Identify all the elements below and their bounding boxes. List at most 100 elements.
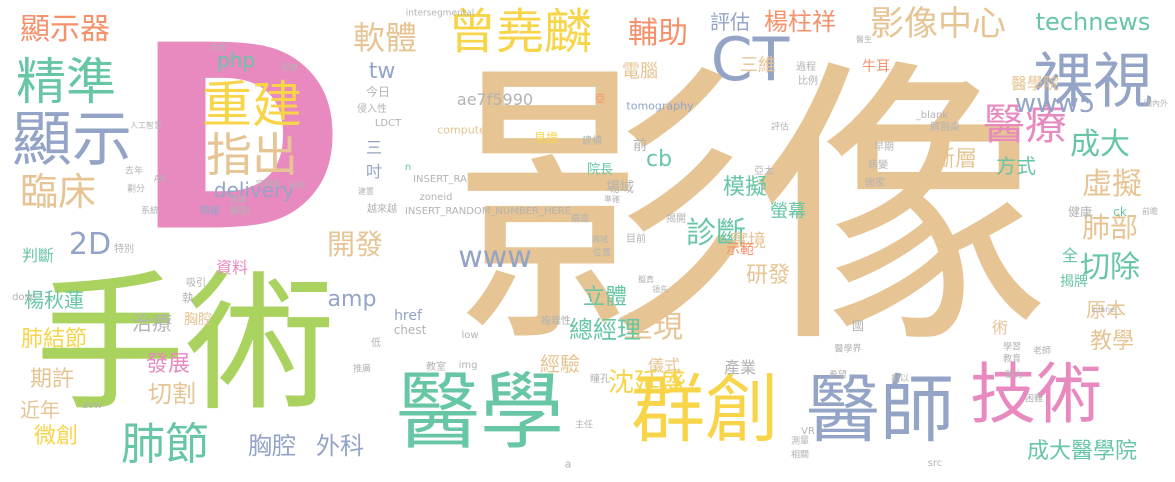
word: 裸視 bbox=[1033, 47, 1153, 117]
word: 擬真 bbox=[638, 275, 654, 284]
word: CT bbox=[710, 25, 790, 95]
word: 螢幕 bbox=[770, 201, 806, 222]
word: 研究 bbox=[290, 181, 306, 190]
word: ae7f5990 bbox=[456, 90, 534, 109]
word: 前 bbox=[633, 138, 647, 154]
word: 資料 bbox=[215, 258, 249, 277]
word: 楊秋蓮 bbox=[24, 288, 84, 312]
word: 劃分 bbox=[126, 184, 146, 195]
word: n bbox=[404, 162, 412, 173]
word: 亞太 bbox=[754, 166, 774, 177]
word: 影像中心 bbox=[870, 4, 1006, 44]
word: 經驗 bbox=[540, 352, 580, 376]
word: 建構 bbox=[582, 136, 602, 147]
word: VR bbox=[801, 426, 815, 437]
word: 跨域 bbox=[592, 235, 608, 244]
word: 醫師 bbox=[806, 367, 954, 453]
word: 方式 bbox=[996, 154, 1036, 178]
word: 肺部 bbox=[1081, 211, 1139, 244]
word: 相關 bbox=[790, 450, 810, 461]
word: 越來越 bbox=[367, 204, 397, 215]
word: 精準 bbox=[16, 53, 116, 111]
word: 準確 bbox=[604, 195, 620, 204]
word: 今日 bbox=[365, 85, 391, 99]
word: zoneid bbox=[419, 192, 453, 203]
word: 醫生 bbox=[856, 35, 872, 44]
word: 肺結節 bbox=[20, 327, 88, 352]
word: 低 bbox=[371, 338, 381, 349]
word: 微創 bbox=[33, 424, 79, 449]
word: 斷層 bbox=[932, 147, 978, 172]
word: 國 bbox=[851, 319, 865, 333]
word: 顯示 bbox=[12, 105, 132, 175]
word: 開發 bbox=[326, 228, 384, 261]
word: 教學 bbox=[1089, 329, 1135, 354]
word: 執 bbox=[181, 291, 195, 305]
word: 全 bbox=[1061, 246, 1079, 265]
word: cb bbox=[645, 147, 673, 172]
word: 國內外 bbox=[1144, 99, 1168, 108]
word: 空間感 bbox=[256, 179, 280, 188]
word: 建置 bbox=[358, 187, 374, 196]
word: 成大醫學院 bbox=[1026, 439, 1138, 464]
word: 過程 bbox=[796, 62, 816, 73]
word: 三 bbox=[365, 138, 383, 157]
word: 立體 bbox=[582, 285, 628, 310]
word: 軟體 bbox=[352, 19, 418, 57]
word: 輔助 bbox=[628, 16, 688, 51]
word: src bbox=[927, 458, 943, 469]
word: 沈延盛 bbox=[607, 368, 687, 398]
word: 吸引 bbox=[186, 278, 206, 289]
word: 外科 bbox=[316, 432, 364, 460]
word: 構造 bbox=[570, 214, 590, 225]
word: 成大 bbox=[1070, 127, 1130, 162]
word: delivery bbox=[213, 178, 295, 202]
word: a bbox=[564, 457, 572, 471]
word: 劃以 bbox=[890, 374, 910, 385]
word: 肺節 bbox=[121, 419, 209, 470]
word: 醫學院 bbox=[1010, 74, 1060, 93]
word: 領先 bbox=[652, 285, 668, 294]
word: computed bbox=[437, 123, 493, 137]
word: dose bbox=[12, 292, 36, 303]
word: 前瞻 bbox=[1142, 207, 1158, 216]
word: 胸腔 bbox=[248, 432, 296, 460]
word: 醫學界 bbox=[834, 344, 862, 355]
word: 侵入性 bbox=[357, 104, 387, 115]
word: 評估 bbox=[710, 10, 750, 34]
word: amp bbox=[327, 287, 377, 312]
word: 重建 bbox=[202, 76, 302, 134]
word: 瞳孔 bbox=[590, 374, 610, 385]
word: 見證 bbox=[533, 131, 559, 145]
word: 示範 bbox=[726, 242, 754, 258]
word: 原本 bbox=[1086, 298, 1126, 322]
word: 臨床 bbox=[19, 170, 97, 214]
word: 呈現 bbox=[623, 310, 683, 345]
word: 診斷 bbox=[686, 216, 746, 251]
word: 觀摩 bbox=[282, 63, 298, 72]
word: 曾堯麟 bbox=[447, 4, 593, 60]
word: 模擬 bbox=[722, 175, 768, 200]
word: 三維 bbox=[740, 55, 776, 76]
word: 儀式 bbox=[647, 356, 681, 375]
word: 醫療 bbox=[982, 100, 1068, 149]
word: tomography bbox=[626, 99, 694, 113]
word: 教室 bbox=[426, 362, 446, 373]
word: 早期 bbox=[874, 142, 894, 153]
word: 治療 bbox=[132, 311, 172, 335]
word: php bbox=[216, 48, 256, 72]
word: 牛耳 bbox=[862, 59, 890, 75]
word: 特別 bbox=[114, 244, 134, 255]
word: 揭開 bbox=[666, 214, 686, 225]
word: INSERT_RANDOM_NUMBER_HERE bbox=[404, 206, 572, 217]
word: www bbox=[458, 240, 532, 275]
word: 希望 bbox=[828, 370, 848, 381]
word: AR bbox=[153, 174, 167, 185]
word: 位置 bbox=[592, 248, 612, 259]
word: 困難 bbox=[1024, 394, 1044, 405]
word: 電腦 bbox=[622, 61, 658, 82]
word: 精確 bbox=[200, 206, 220, 217]
word: 主任 bbox=[574, 420, 594, 431]
word: 揭牌 bbox=[1060, 274, 1088, 290]
